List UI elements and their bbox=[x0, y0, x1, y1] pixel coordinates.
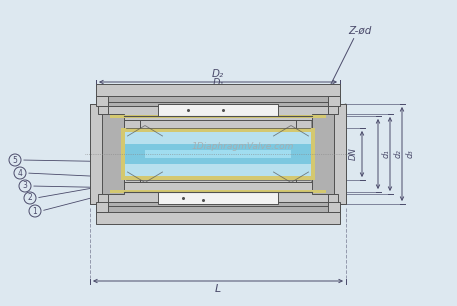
Text: d₂: d₂ bbox=[394, 150, 403, 159]
Text: d₃: d₃ bbox=[406, 150, 415, 159]
Polygon shape bbox=[90, 194, 124, 204]
Bar bbox=[124, 128, 312, 132]
Text: 1DiaphragmValve.com: 1DiaphragmValve.com bbox=[192, 141, 294, 151]
Text: Z-ød: Z-ød bbox=[348, 26, 372, 36]
Bar bbox=[124, 116, 140, 192]
Bar bbox=[122, 128, 314, 180]
Bar bbox=[96, 212, 340, 224]
Polygon shape bbox=[312, 104, 346, 204]
Polygon shape bbox=[312, 194, 346, 204]
Polygon shape bbox=[90, 104, 104, 204]
Bar bbox=[122, 144, 314, 164]
Polygon shape bbox=[96, 202, 108, 212]
Bar bbox=[110, 190, 326, 193]
Bar bbox=[158, 104, 278, 116]
Text: L: L bbox=[215, 284, 221, 294]
Text: DN: DN bbox=[349, 147, 358, 160]
Bar bbox=[108, 182, 328, 202]
Bar bbox=[311, 128, 315, 180]
Bar bbox=[158, 192, 278, 204]
Bar bbox=[96, 206, 340, 214]
Polygon shape bbox=[96, 96, 108, 106]
Polygon shape bbox=[328, 202, 340, 212]
Bar bbox=[312, 114, 334, 194]
Bar bbox=[124, 176, 312, 180]
Polygon shape bbox=[332, 104, 346, 204]
Text: 3: 3 bbox=[22, 181, 27, 191]
Bar bbox=[121, 128, 125, 180]
Bar bbox=[108, 106, 328, 120]
Bar bbox=[96, 94, 340, 102]
Text: 1: 1 bbox=[32, 207, 37, 215]
Text: 2: 2 bbox=[27, 193, 32, 203]
Text: b: b bbox=[215, 98, 221, 107]
Text: D₂: D₂ bbox=[212, 69, 224, 79]
Bar bbox=[140, 116, 296, 192]
Text: 5: 5 bbox=[12, 155, 17, 165]
Text: 4: 4 bbox=[17, 169, 22, 177]
Bar bbox=[102, 114, 124, 194]
Bar bbox=[108, 202, 328, 212]
Text: D₁: D₁ bbox=[213, 78, 223, 88]
Polygon shape bbox=[312, 104, 346, 114]
Polygon shape bbox=[328, 96, 340, 106]
Bar bbox=[108, 96, 328, 106]
Text: d₁: d₁ bbox=[382, 150, 391, 159]
Bar bbox=[96, 84, 340, 96]
Polygon shape bbox=[90, 104, 124, 114]
Bar bbox=[110, 115, 326, 118]
Bar bbox=[145, 150, 291, 158]
Bar bbox=[296, 116, 312, 192]
